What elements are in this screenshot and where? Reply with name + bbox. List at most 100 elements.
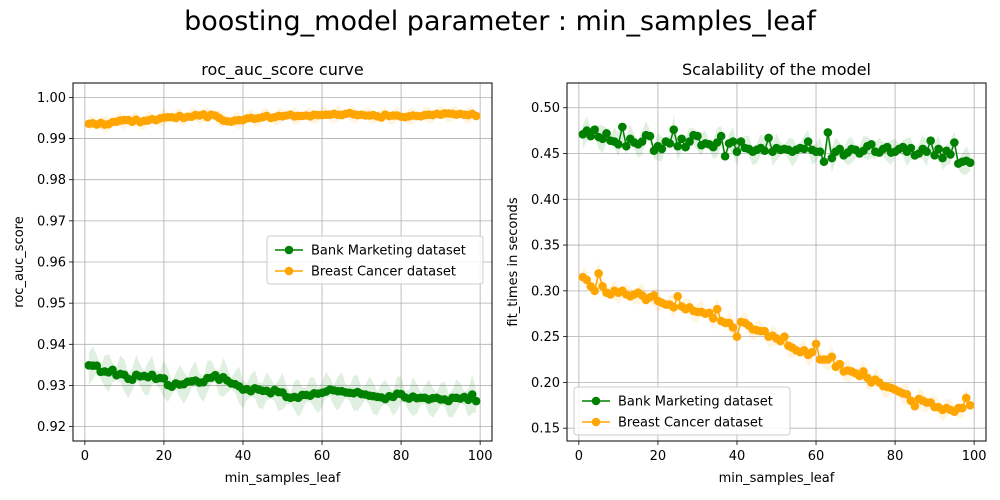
data-point	[598, 281, 607, 291]
data-point	[780, 332, 789, 341]
x-tick-label: 20	[650, 449, 667, 464]
legend-marker	[591, 417, 601, 427]
data-point	[712, 138, 722, 147]
legend-label: Bank Marketing dataset	[618, 395, 773, 410]
data-point	[669, 303, 679, 312]
legend: Bank Marketing dataset Breast Cancer data…	[573, 386, 791, 436]
data-point	[673, 292, 682, 301]
legend-label: Breast Cancer dataset	[618, 416, 763, 431]
subplot-title: Scalability of the model	[682, 60, 871, 79]
x-axis-label: min_samples_leaf	[719, 471, 835, 486]
data-point	[677, 134, 686, 144]
data-point	[732, 147, 742, 156]
data-point	[728, 323, 738, 332]
data-point	[807, 347, 817, 357]
legend-box	[573, 386, 791, 436]
data-point	[92, 361, 102, 370]
y-tick-label: 0.96	[37, 256, 66, 271]
data-point	[645, 131, 655, 141]
legend-label: Breast Cancer dataset	[311, 265, 456, 280]
data-point	[159, 374, 169, 383]
data-point	[590, 286, 599, 296]
data-point	[859, 367, 868, 376]
y-axis-label: fit_times in seconds	[506, 197, 521, 326]
data-point	[867, 140, 876, 149]
data-point	[614, 140, 623, 149]
y-tick-label: 0.15	[531, 422, 560, 437]
y-tick-label: 0.40	[531, 193, 560, 208]
x-tick-label: 0	[81, 449, 89, 464]
x-tick-label: 60	[314, 449, 331, 464]
data-point	[799, 144, 809, 154]
data-point	[922, 147, 932, 156]
data-point	[811, 339, 821, 349]
data-point	[760, 146, 769, 156]
y-tick-label: 0.30	[531, 284, 560, 299]
data-point	[965, 400, 975, 410]
data-point	[669, 125, 679, 134]
y-tick-label: 0.97	[37, 214, 66, 229]
data-point	[835, 144, 845, 154]
data-point	[823, 128, 833, 137]
data-point	[602, 129, 611, 138]
data-point	[827, 153, 837, 163]
data-point	[712, 304, 722, 314]
data-point	[637, 137, 647, 146]
data-point	[582, 275, 592, 285]
data-point	[467, 390, 477, 399]
x-tick-label: 20	[156, 449, 173, 464]
data-point	[764, 133, 773, 143]
data-point	[902, 390, 912, 399]
x-tick-label: 40	[235, 449, 252, 464]
data-point	[938, 153, 947, 163]
data-point	[673, 141, 682, 151]
y-tick-label: 0.20	[531, 376, 560, 391]
data-point	[685, 137, 694, 146]
data-point	[665, 139, 675, 148]
axes-frame	[566, 82, 987, 442]
legend-box	[266, 235, 484, 285]
y-tick-label: 0.94	[37, 338, 66, 353]
subplot-title: roc_auc_score curve	[201, 60, 363, 80]
data-point	[657, 144, 667, 154]
axes-frame	[72, 82, 493, 442]
x-tick-label: 80	[393, 449, 410, 464]
data-point	[594, 269, 603, 278]
data-point	[471, 396, 481, 406]
y-tick-label: 0.50	[531, 101, 560, 116]
data-point	[803, 137, 813, 146]
data-point	[910, 401, 920, 411]
roc-auc-chart: roc_auc_score curve 0 20 40 60 80 100 0.92 0.93 0…	[12, 60, 493, 486]
legend-marker	[591, 396, 601, 406]
data-point	[728, 137, 738, 146]
data-point	[621, 141, 631, 151]
y-tick-label: 0.35	[531, 239, 560, 254]
data-point	[618, 122, 627, 132]
figure-title: boosting_model parameter : min_samples_l…	[184, 6, 816, 37]
data-point	[708, 314, 718, 323]
x-tick-label: 60	[808, 449, 825, 464]
data-point	[716, 131, 726, 141]
data-point	[827, 352, 837, 362]
data-point	[930, 151, 939, 160]
legend-marker	[284, 266, 294, 276]
legend: Bank Marketing dataset Breast Cancer data…	[266, 235, 484, 285]
data-point	[732, 332, 742, 341]
x-axis-label: min_samples_leaf	[225, 471, 341, 486]
y-tick-label: 0.95	[37, 297, 66, 312]
y-axis-label: roc_auc_score	[12, 216, 27, 307]
data-point	[961, 393, 971, 403]
x-tick-label: 100	[468, 449, 493, 464]
data-point	[590, 125, 599, 134]
data-point	[926, 136, 935, 145]
data-point	[819, 157, 829, 167]
y-tick-label: 1.00	[37, 91, 66, 106]
data-point	[965, 158, 975, 167]
data-point	[906, 143, 916, 153]
data-point	[586, 131, 596, 141]
y-tick-label: 0.99	[37, 132, 66, 147]
data-point	[957, 403, 967, 413]
x-tick-label: 40	[729, 449, 746, 464]
y-tick-label: 0.25	[531, 330, 560, 345]
